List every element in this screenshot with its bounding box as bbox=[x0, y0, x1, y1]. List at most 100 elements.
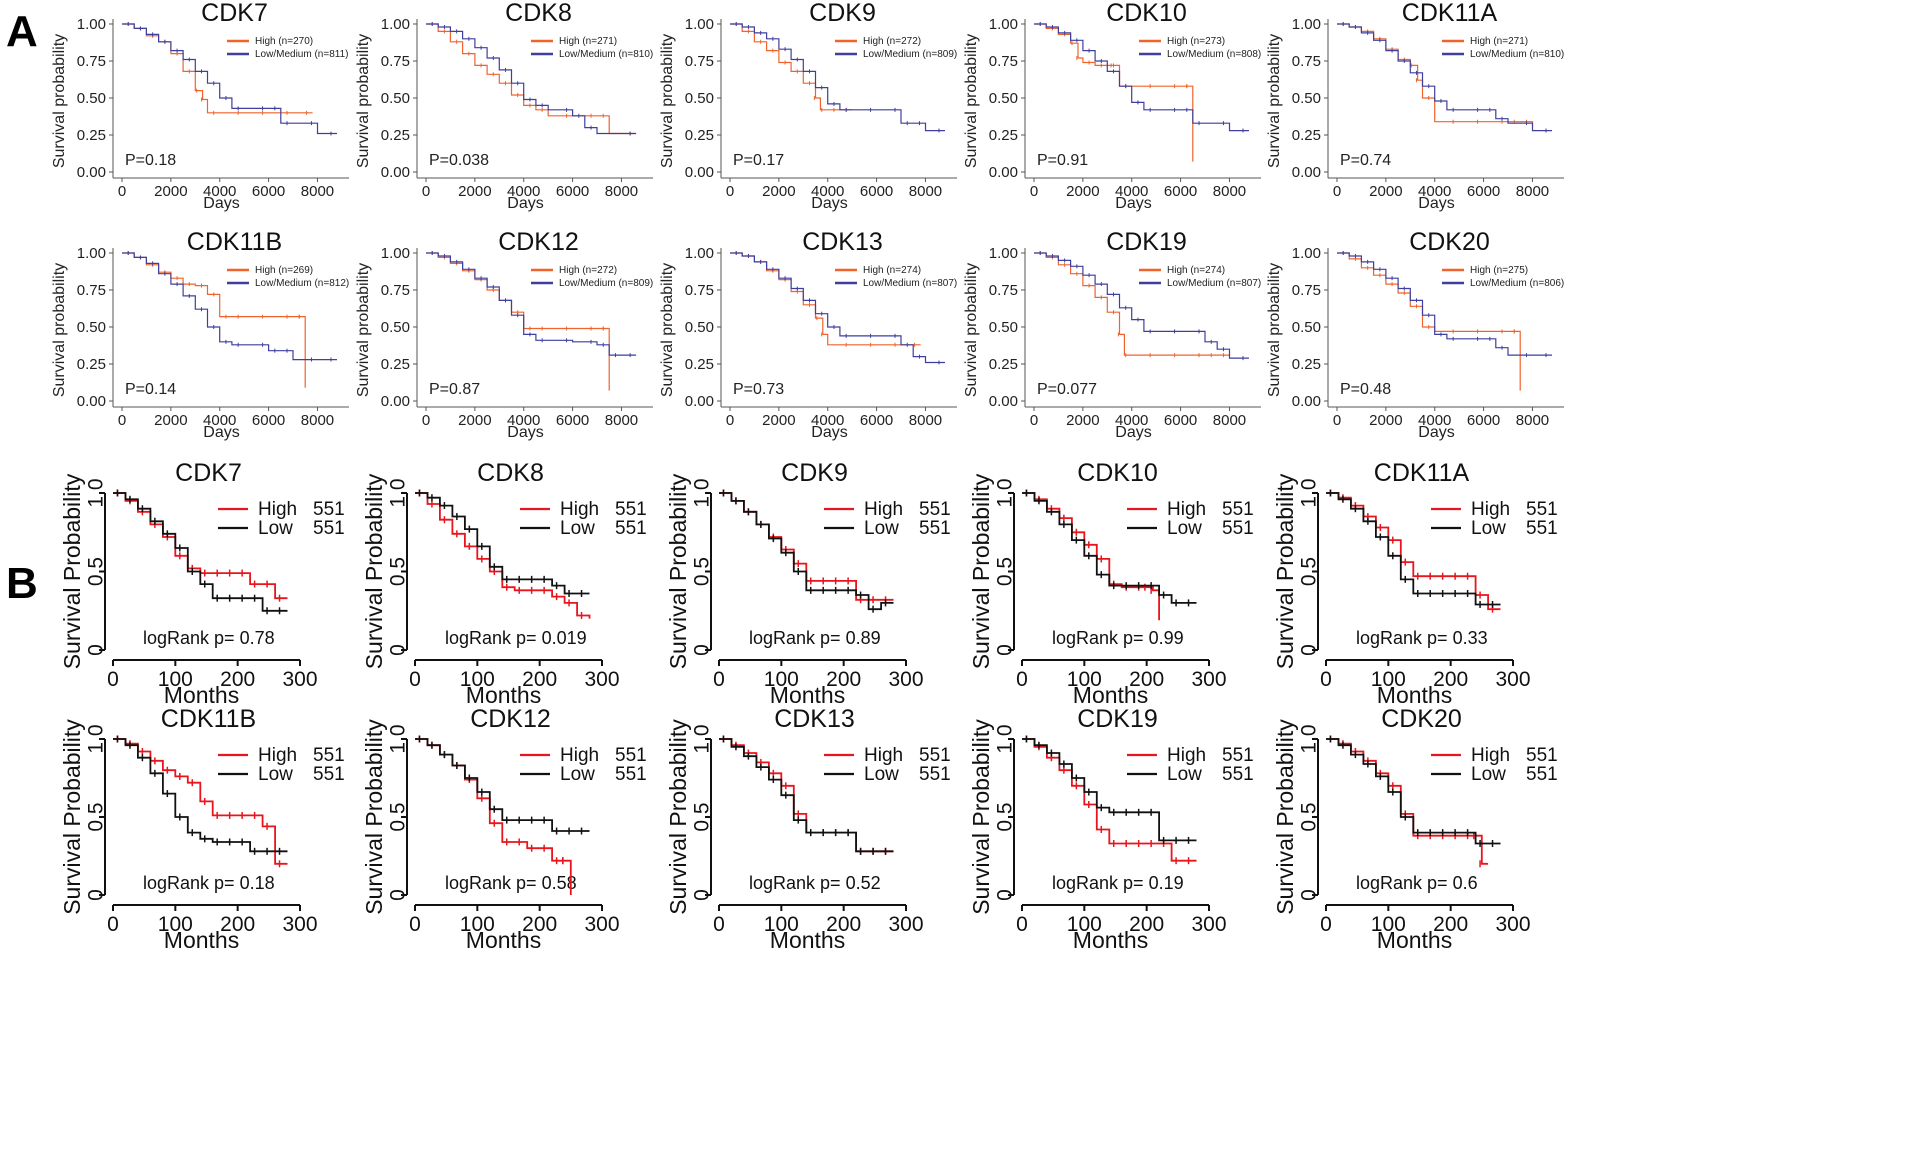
y-tick-label: 1.00 bbox=[1292, 245, 1321, 262]
chart-b-cdk13: 0 0.5 1.0 0 100 200 300 Months Survival Probabil… bbox=[665, 705, 951, 953]
legend-count-low: 551 bbox=[313, 764, 345, 785]
y-tick-label: 0 bbox=[84, 644, 107, 656]
y-tick-label: 1.0 bbox=[1297, 724, 1320, 753]
legend-label-high: High bbox=[258, 745, 297, 766]
p-value: P=0.91 bbox=[1037, 152, 1088, 169]
x-tick-label: 8000 bbox=[605, 412, 638, 429]
chart-title: CDK8 bbox=[505, 0, 572, 27]
legend-count-high: 551 bbox=[1222, 499, 1254, 520]
x-tick-label: 100 bbox=[764, 668, 799, 691]
series-line-low bbox=[415, 738, 590, 832]
panel-label-a: A bbox=[6, 7, 38, 56]
x-tick-label: 100 bbox=[460, 913, 495, 936]
legend-count-low: 551 bbox=[1222, 518, 1254, 539]
chart-a-cdk12: 0.00 0.25 0.50 0.75 1.00 0 2000 4000 6000 8000 Day… bbox=[355, 228, 653, 441]
chart-title: CDK11B bbox=[161, 705, 256, 733]
x-axis-label: Days bbox=[507, 195, 543, 212]
y-axis-label: Survival probability bbox=[51, 34, 68, 168]
y-tick-label: 1.0 bbox=[386, 478, 409, 507]
legend-count-low: 551 bbox=[615, 518, 647, 539]
y-tick-label: 0.50 bbox=[989, 319, 1018, 336]
p-value: P=0.48 bbox=[1340, 381, 1391, 398]
y-axis-label: Survival probability bbox=[355, 263, 372, 397]
x-tick-label: 100 bbox=[1371, 913, 1406, 936]
y-tick-label: 0 bbox=[993, 889, 1016, 901]
x-tick-label: 0 bbox=[118, 412, 126, 429]
y-tick-label: 0 bbox=[1297, 889, 1320, 901]
y-tick-label: 0.25 bbox=[77, 127, 106, 144]
y-tick-label: 0.75 bbox=[685, 282, 714, 299]
y-tick-label: 1.00 bbox=[1292, 16, 1321, 33]
x-tick-label: 6000 bbox=[1164, 412, 1197, 429]
x-tick-label: 8000 bbox=[301, 412, 334, 429]
x-axis-label: Days bbox=[507, 424, 543, 441]
x-tick-label: 0 bbox=[1030, 412, 1038, 429]
x-axis-label: Days bbox=[811, 195, 847, 212]
x-axis-label: Months bbox=[466, 682, 541, 708]
x-axis-label: Days bbox=[203, 195, 239, 212]
x-tick-label: 0 bbox=[1016, 668, 1028, 691]
x-tick-label: 300 bbox=[888, 668, 923, 691]
y-axis-label: Survival Probability bbox=[1272, 473, 1298, 669]
legend-label-low: Low bbox=[1167, 764, 1202, 785]
series-line-low bbox=[415, 492, 590, 595]
legend-count-high: 551 bbox=[1526, 499, 1558, 520]
chart-title: CDK13 bbox=[774, 705, 855, 733]
x-axis-label: Months bbox=[1377, 682, 1452, 708]
x-tick-label: 4000 bbox=[507, 412, 540, 429]
p-value: logRank p= 0.18 bbox=[143, 873, 275, 893]
y-tick-label: 0.25 bbox=[989, 356, 1018, 373]
legend-label-low: Low/Medium (n=809) bbox=[559, 278, 653, 289]
x-tick-label: 0 bbox=[726, 183, 734, 200]
x-tick-label: 6000 bbox=[556, 412, 589, 429]
chart-title: CDK13 bbox=[802, 228, 883, 256]
x-tick-label: 6000 bbox=[1467, 412, 1500, 429]
series-line-high bbox=[730, 23, 853, 111]
x-tick-label: 200 bbox=[1433, 913, 1468, 936]
y-axis-label: Survival probability bbox=[1266, 34, 1283, 168]
chart-title: CDK12 bbox=[498, 228, 579, 256]
legend-label-low: Low/Medium (n=810) bbox=[1470, 49, 1564, 60]
legend-count-high: 551 bbox=[1222, 745, 1254, 766]
x-tick-label: 300 bbox=[1495, 668, 1530, 691]
y-axis-label: Survival probability bbox=[659, 263, 676, 397]
y-axis-label: Survival Probability bbox=[59, 719, 85, 915]
y-tick-label: 0 bbox=[690, 889, 713, 901]
chart-title: CDK19 bbox=[1106, 228, 1187, 256]
legend-count-low: 551 bbox=[919, 764, 951, 785]
y-tick-label: 1.0 bbox=[84, 724, 107, 753]
y-tick-label: 0.50 bbox=[77, 90, 106, 107]
y-tick-label: 0.5 bbox=[386, 802, 409, 831]
legend-label-high: High bbox=[1471, 499, 1510, 520]
legend-label-high: High bbox=[560, 499, 599, 520]
x-tick-label: 0 bbox=[1333, 412, 1341, 429]
y-tick-label: 1.0 bbox=[690, 478, 713, 507]
y-axis-label: Survival Probability bbox=[968, 473, 994, 669]
legend-label-high: High bbox=[864, 499, 903, 520]
x-tick-label: 2000 bbox=[1369, 183, 1402, 200]
legend-label-low: Low bbox=[1471, 518, 1506, 539]
x-tick-label: 8000 bbox=[1213, 412, 1246, 429]
x-tick-label: 6000 bbox=[860, 183, 893, 200]
chart-b-cdk9: 0 0.5 1.0 0 100 200 300 Months Survival Probabil… bbox=[665, 459, 951, 708]
x-tick-label: 8000 bbox=[301, 183, 334, 200]
x-tick-label: 300 bbox=[584, 668, 619, 691]
y-axis-label: Survival probability bbox=[659, 34, 676, 168]
chart-b-cdk12: 0 0.5 1.0 0 100 200 300 Months Survival Probabil… bbox=[361, 705, 647, 953]
x-tick-label: 2000 bbox=[458, 183, 491, 200]
legend-label-high: High (n=273) bbox=[1167, 36, 1225, 47]
legend-label-high: High (n=270) bbox=[255, 36, 313, 47]
chart-title: CDK20 bbox=[1381, 705, 1462, 733]
y-tick-label: 0.5 bbox=[84, 557, 107, 586]
x-tick-label: 6000 bbox=[252, 183, 285, 200]
chart-a-cdk20: 0.00 0.25 0.50 0.75 1.00 0 2000 4000 6000 8000 Day… bbox=[1266, 228, 1564, 441]
chart-title: CDK11B bbox=[187, 228, 282, 256]
y-tick-label: 0.00 bbox=[381, 164, 410, 181]
legend-label-low: Low bbox=[560, 518, 595, 539]
legend-count-low: 551 bbox=[1526, 518, 1558, 539]
chart-b-cdk10: 0 0.5 1.0 0 100 200 300 Months Survival Probabil… bbox=[968, 459, 1254, 708]
p-value: P=0.73 bbox=[733, 381, 784, 398]
x-tick-label: 8000 bbox=[605, 183, 638, 200]
chart-b-cdk20: 0 0.5 1.0 0 100 200 300 Months Survival Probabil… bbox=[1272, 705, 1558, 953]
